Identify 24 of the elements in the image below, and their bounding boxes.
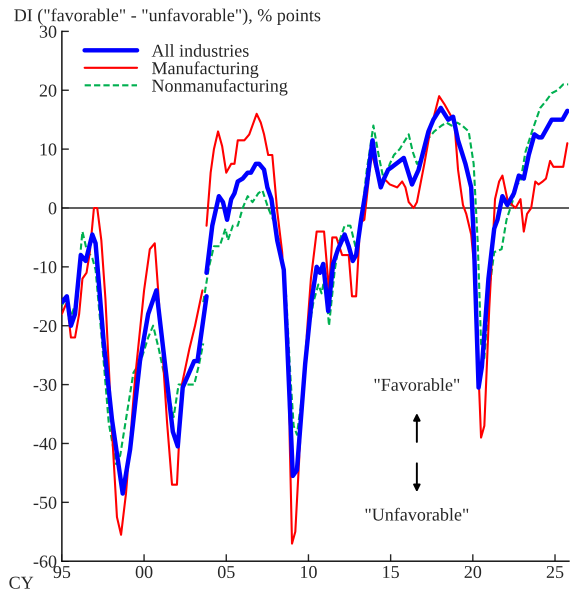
y-axis-title: DI ("favorable" - "unfavorable"), % points <box>14 8 320 26</box>
y-tick-label: 20 <box>40 84 56 97</box>
y-tick-label: -50 <box>34 496 56 509</box>
y-tick-label: 30 <box>40 26 56 38</box>
x-tick-label: 05 <box>218 566 235 578</box>
y-tick-label: -20 <box>34 320 56 332</box>
text: CY <box>9 576 34 589</box>
legend-label: Manufacturing <box>152 61 258 78</box>
legend-label: All industries <box>152 44 249 57</box>
x-tick-label: 25 <box>546 566 564 578</box>
annotation: "Favorable" <box>374 378 460 391</box>
y-tick-label: -30 <box>34 378 56 392</box>
legend-label: Nonmanufacturing <box>152 78 288 96</box>
y-tick-label: 10 <box>40 143 56 156</box>
annotation: "Unfavorable" <box>365 508 468 521</box>
x-tick-label: 20 <box>464 566 482 578</box>
y-tick-label: -10 <box>34 261 56 274</box>
x-tick-label: 00 <box>136 566 152 578</box>
y-tick-label: -60 <box>34 555 56 568</box>
y-tick-label: 0 <box>48 202 56 214</box>
x-tick-label: 95 <box>53 566 70 578</box>
x-tick-label: 15 <box>383 566 399 578</box>
x-tick-label: 10 <box>301 566 317 578</box>
y-tick-label: -40 <box>34 438 56 450</box>
